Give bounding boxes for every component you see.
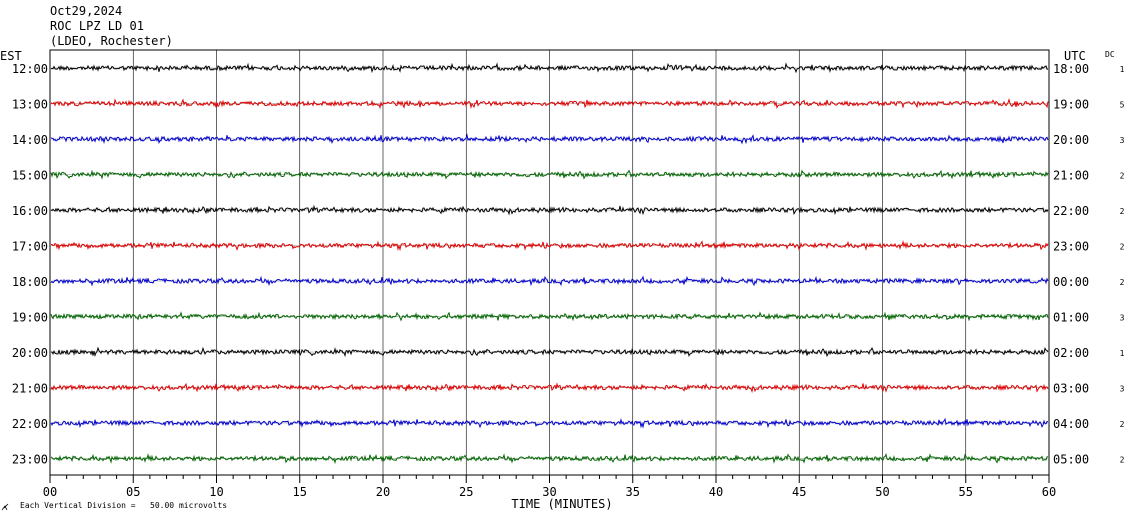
trace-layer [50, 62, 1049, 465]
x-tick-label: 00 [43, 485, 57, 499]
utc-time-label: 22:00 [1053, 204, 1089, 218]
x-tick-label: 60 [1042, 485, 1056, 499]
dc-offset-label: 2 [1120, 420, 1125, 429]
local-time-label: 22:00 [12, 417, 48, 431]
dc-offset-label: 2 [1120, 243, 1125, 252]
trace-line [50, 417, 1049, 429]
utc-time-label: 23:00 [1053, 240, 1089, 254]
grid-lines [50, 50, 1049, 475]
est-axis-label: EST [0, 49, 22, 63]
utc-time-label: 20:00 [1053, 133, 1089, 147]
row-labels: 12:00 18:00 113:00 19:00 514:00 20:00 315:00 21… [12, 62, 1125, 467]
x-tick-label: 50 [875, 485, 889, 499]
dc-offset-label: 1 [1120, 349, 1125, 358]
x-tick-label: 30 [542, 485, 556, 499]
utc-time-label: 19:00 [1053, 98, 1089, 112]
pick-icon [1, 503, 9, 511]
utc-time-label: 02:00 [1053, 346, 1089, 360]
utc-time-label: 18:00 [1053, 62, 1089, 76]
dc-offset-label: 5 [1120, 101, 1125, 110]
station-title: ROC LPZ LD 01 [50, 19, 144, 33]
dc-offset-label: 3 [1120, 385, 1125, 394]
trace-line [50, 311, 1049, 322]
local-time-label: 23:00 [12, 453, 48, 467]
local-time-label: 19:00 [12, 311, 48, 325]
x-tick-label: 10 [209, 485, 223, 499]
trace-line [50, 133, 1049, 145]
date-title: Oct29,2024 [50, 4, 122, 18]
dc-offset-label: 2 [1120, 456, 1125, 465]
trace-line [50, 62, 1049, 74]
utc-axis-label: UTC [1064, 49, 1086, 63]
local-time-label: 13:00 [12, 98, 48, 112]
x-tick-label: 05 [126, 485, 140, 499]
x-axis: 00 05 10 15 20 25 30 35 40 45 50 55 60 [43, 475, 1056, 499]
trace-line [50, 169, 1049, 180]
x-tick-label: 55 [959, 485, 973, 499]
local-time-label: 16:00 [12, 204, 48, 218]
local-time-label: 20:00 [12, 346, 48, 360]
trace-line [51, 240, 1049, 252]
trace-line [50, 98, 1049, 110]
utc-time-label: 03:00 [1053, 382, 1089, 396]
x-tick-label: 40 [709, 485, 723, 499]
dc-offset-label: 2 [1120, 172, 1125, 181]
x-tick-label: 15 [293, 485, 307, 499]
utc-time-label: 05:00 [1053, 453, 1089, 467]
trace-line [50, 275, 1049, 287]
trace-line [50, 382, 1049, 394]
dc-offset-label: 1 [1120, 65, 1125, 74]
local-time-label: 17:00 [12, 240, 48, 254]
scale-footnote: Each Vertical Division = 50.00 microvolt… [20, 501, 227, 510]
network-title: (LDEO, Rochester) [50, 34, 173, 48]
local-time-label: 14:00 [12, 133, 48, 147]
utc-time-label: 00:00 [1053, 275, 1089, 289]
x-tick-label: 20 [376, 485, 390, 499]
dc-axis-label: DC [1105, 50, 1115, 59]
x-tick-label: 45 [792, 485, 806, 499]
x-axis-title: TIME (MINUTES) [511, 497, 612, 511]
trace-line [50, 453, 1049, 465]
x-tick-label: 25 [459, 485, 473, 499]
local-time-label: 18:00 [12, 275, 48, 289]
dc-offset-label: 2 [1120, 207, 1125, 216]
local-time-label: 21:00 [12, 382, 48, 396]
local-time-label: 15:00 [12, 169, 48, 183]
x-tick-label: 35 [626, 485, 640, 499]
utc-time-label: 21:00 [1053, 169, 1089, 183]
dc-offset-label: 3 [1120, 136, 1125, 145]
utc-time-label: 04:00 [1053, 417, 1089, 431]
dc-offset-label: 3 [1120, 314, 1125, 323]
dc-offset-label: 2 [1120, 278, 1125, 287]
local-time-label: 12:00 [12, 62, 48, 76]
utc-time-label: 01:00 [1053, 311, 1089, 325]
trace-line [50, 204, 1049, 216]
trace-line [50, 346, 1049, 358]
